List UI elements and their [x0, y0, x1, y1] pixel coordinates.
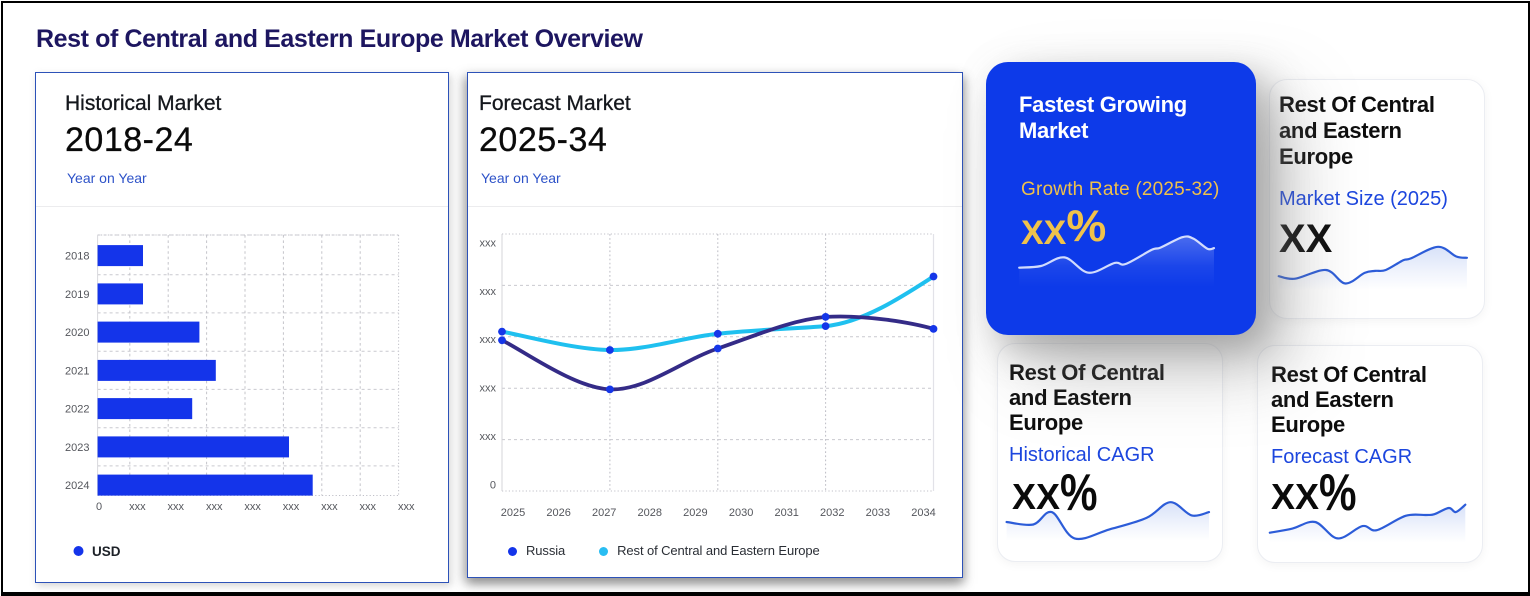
svg-text:xxx: xxx [480, 237, 497, 249]
svg-text:xxx: xxx [480, 431, 497, 443]
svg-text:xxx: xxx [480, 286, 497, 298]
svg-text:xxx: xxx [129, 501, 146, 513]
svg-text:xxx: xxx [480, 334, 497, 346]
svg-text:2033: 2033 [866, 507, 890, 519]
svg-text:2025: 2025 [501, 507, 525, 519]
svg-text:2027: 2027 [592, 507, 616, 519]
svg-text:2028: 2028 [638, 507, 662, 519]
svg-text:xxx: xxx [244, 501, 261, 513]
svg-text:xxx: xxx [206, 501, 223, 513]
svg-text:xxx: xxx [360, 501, 377, 513]
svg-text:2032: 2032 [820, 507, 844, 519]
svg-text:xxx: xxx [398, 501, 415, 513]
svg-text:USD: USD [92, 544, 121, 559]
svg-text:2034: 2034 [911, 507, 935, 519]
svg-text:0: 0 [490, 479, 496, 491]
svg-text:2031: 2031 [774, 507, 798, 519]
svg-text:xxx: xxx [283, 501, 300, 513]
svg-text:2019: 2019 [65, 289, 89, 301]
svg-text:2023: 2023 [65, 442, 89, 454]
svg-text:2030: 2030 [729, 507, 753, 519]
svg-text:2021: 2021 [65, 365, 89, 377]
svg-text:2024: 2024 [65, 480, 89, 492]
svg-text:2026: 2026 [546, 507, 570, 519]
svg-text:xxx: xxx [321, 501, 338, 513]
svg-text:0: 0 [96, 501, 102, 513]
svg-text:xxx: xxx [480, 383, 497, 395]
svg-text:2029: 2029 [683, 507, 707, 519]
svg-text:2022: 2022 [65, 404, 89, 416]
svg-text:xxx: xxx [168, 501, 185, 513]
svg-text:2020: 2020 [65, 327, 89, 339]
svg-text:2018: 2018 [65, 251, 89, 263]
